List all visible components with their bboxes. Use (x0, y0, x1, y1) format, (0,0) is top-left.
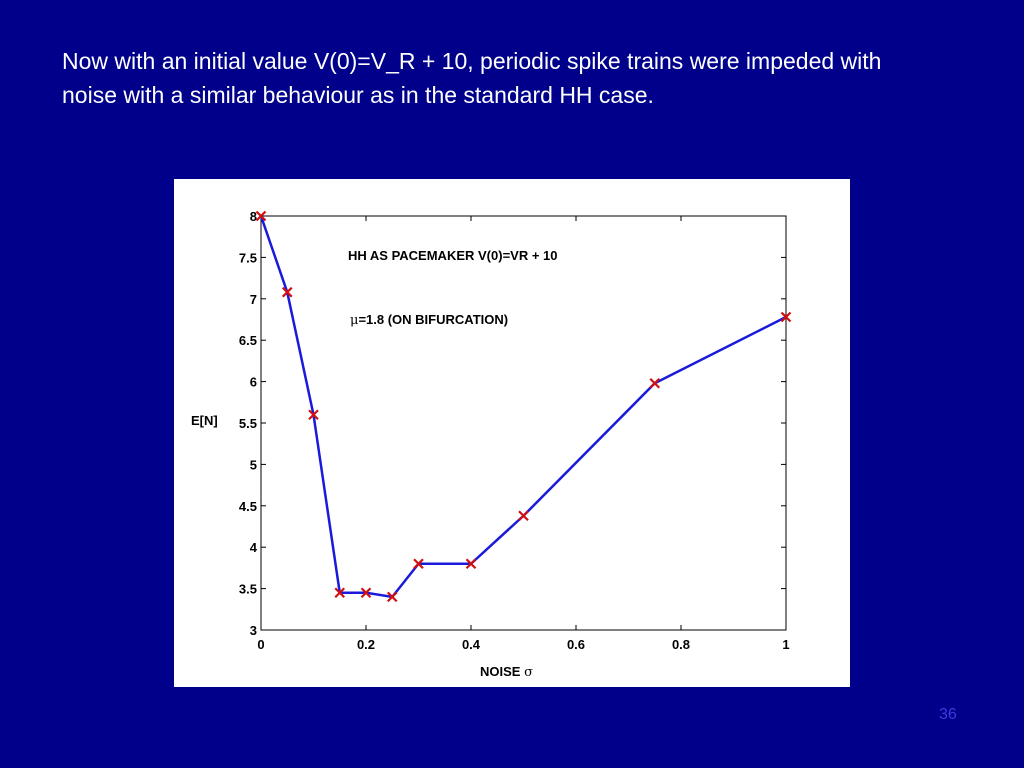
y-axis-label: E[N] (191, 413, 218, 428)
x-tick-label: 0.6 (567, 637, 585, 652)
x-tick-label: 1 (782, 637, 789, 652)
x-tick-label: 0 (257, 637, 264, 652)
y-tick-label: 7 (250, 292, 257, 307)
chart-annotation: μ=1.8 (ON BIFURCATION) (350, 312, 508, 328)
annotation-text: =1.8 (ON BIFURCATION) (358, 312, 508, 327)
data-point-marker (386, 591, 398, 603)
data-point-marker (413, 558, 424, 570)
data-point-marker (281, 286, 293, 298)
y-tick-label: 5.5 (239, 416, 257, 431)
mu-symbol: μ (350, 313, 358, 328)
series-line (259, 215, 787, 599)
data-point-marker (465, 558, 477, 570)
line-chart: 0 0.2 0.4 0.6 0.8 1 3 3.5 4 4.5 5 5.5 6 6.5 7 7.5 8 HH A… (191, 209, 792, 680)
y-tick-label: 7.5 (239, 250, 257, 265)
data-point-marker (649, 377, 661, 389)
data-point-marker (518, 510, 529, 522)
axis-tick-labels: 0 0.2 0.4 0.6 0.8 1 3 3.5 4 4.5 5 5.5 6 6.5 7 7.5 8 (239, 209, 790, 652)
plot-frame (260, 215, 787, 631)
y-tick-label: 3.5 (239, 582, 257, 597)
slide-body-text: Now with an initial value V(0)=V_R + 10,… (62, 48, 882, 108)
data-point-marker (360, 587, 372, 599)
x-tick-label: 0.2 (357, 637, 375, 652)
y-tick-label: 3 (250, 623, 257, 638)
x-axis-label: NOISE σ (480, 664, 533, 680)
chart-figure: 0 0.2 0.4 0.6 0.8 1 3 3.5 4 4.5 5 5.5 6 6.5 7 7.5 8 HH A… (174, 179, 850, 687)
y-tick-label: 4 (250, 540, 258, 555)
data-point-marker (255, 210, 267, 222)
sigma-symbol: σ (524, 665, 533, 680)
page-number: 36 (939, 706, 957, 723)
data-markers (255, 210, 792, 603)
data-point-marker (334, 587, 346, 599)
y-tick-label: 6.5 (239, 333, 257, 348)
chart-title: HH AS PACEMAKER V(0)=VR + 10 (348, 248, 558, 263)
y-tick-label: 6 (250, 375, 257, 390)
x-tick-label: 0.4 (462, 637, 481, 652)
y-tick-label: 4.5 (239, 499, 257, 514)
axis-ticks (260, 215, 787, 631)
y-tick-label: 5 (250, 457, 257, 472)
data-point-marker (780, 311, 792, 323)
data-point-marker (308, 409, 319, 420)
y-tick-label: 8 (250, 209, 257, 224)
x-tick-label: 0.8 (672, 637, 690, 652)
x-axis-label-text: NOISE (480, 664, 524, 679)
